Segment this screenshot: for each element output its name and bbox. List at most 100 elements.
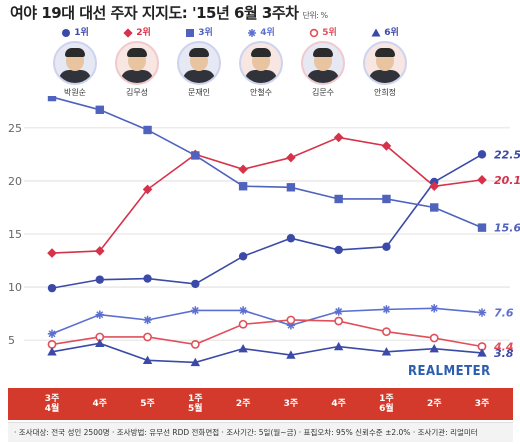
data-point [47, 329, 57, 338]
end-value-label: 4.4 [493, 341, 514, 354]
data-point [95, 105, 104, 114]
marker-asterisk [47, 329, 57, 338]
legend-rank: 6위 [354, 25, 416, 38]
legend-rank-text: 4위 [260, 28, 275, 38]
marker-asterisk [95, 310, 104, 319]
data-point [286, 234, 296, 243]
chart-header: 여야 19대 대선 주자 지지도: '15년 6월 3주차 단위: % 1위 박원순… [0, 0, 520, 97]
y-tick-label: 15 [8, 228, 22, 241]
x-tick-label: 4주 [92, 399, 108, 409]
data-point [477, 175, 487, 185]
data-point [143, 332, 152, 342]
legend-item: 6위 안희정 [354, 25, 416, 98]
marker-square [143, 125, 152, 135]
candidate-portrait [115, 41, 159, 85]
marker-square [382, 194, 391, 204]
x-axis-band [8, 388, 513, 420]
data-point [47, 96, 57, 102]
data-point [477, 150, 487, 159]
marker-triangle [47, 347, 57, 356]
marker-square [430, 203, 439, 212]
chart-title-text: 여야 19대 대선 주자 지지도: '15년 6월 3주차 [10, 4, 299, 22]
marker-triangle [286, 350, 296, 359]
marker-square [186, 28, 195, 37]
marker-triangle [142, 355, 153, 365]
marker-circle [191, 279, 200, 289]
legend-name: 안철수 [249, 88, 273, 97]
data-point [238, 164, 248, 175]
end-value-label: 20.1 [494, 174, 520, 187]
data-point [238, 306, 248, 315]
data-point [143, 274, 152, 283]
data-point [191, 279, 200, 289]
marker-circle [143, 274, 152, 283]
marker-square [477, 223, 487, 232]
marker-diamond [381, 141, 392, 151]
marker-diamond [238, 164, 248, 175]
marker-stroke [96, 311, 104, 319]
data-point [381, 141, 392, 151]
legend-item: 1위 박원순 [44, 25, 106, 98]
marker-asterisk [430, 304, 439, 313]
marker-diamond [142, 184, 153, 195]
series-line [51, 307, 483, 335]
data-point [47, 248, 57, 258]
data-point [95, 275, 104, 284]
marker-diamond [429, 181, 440, 192]
triangle-icon [371, 28, 381, 36]
data-point [429, 343, 439, 353]
series-line [51, 319, 483, 348]
data-point [191, 151, 200, 160]
data-point [47, 339, 57, 349]
legend-name: 문재인 [187, 88, 211, 97]
data-point [143, 125, 152, 135]
data-point [95, 338, 105, 348]
marker-square [334, 194, 343, 204]
marker-stroke [382, 305, 390, 313]
marker-open-circle [190, 339, 200, 349]
y-tick-label: 25 [8, 122, 22, 135]
series-line [51, 136, 483, 254]
data-point [238, 343, 248, 353]
marker-circle [286, 234, 296, 243]
x-tick-label: 5주 [140, 399, 155, 409]
x-tick-label: 1주 5월 [188, 394, 203, 414]
data-point [381, 347, 392, 356]
legend-item: 3위 문재인 [168, 25, 230, 98]
series-line [51, 96, 483, 229]
marker-open-circle [310, 28, 319, 37]
series-lines [51, 96, 483, 364]
candidate-portrait [239, 41, 283, 85]
marker-circle [477, 150, 487, 159]
end-labels: 22.5 20.1 15.6 7.6 4.43.8 [493, 148, 520, 360]
legend-name: 김문수 [311, 88, 335, 97]
marker-diamond [123, 27, 133, 38]
legend: 1위 박원순 2위 김무성 3위 문재인 4위 안철수 5위 김문수 6위 안희정 [44, 25, 520, 97]
data-point [191, 306, 200, 315]
marker-diamond [333, 132, 344, 143]
data-point [286, 350, 296, 359]
data-point [47, 283, 57, 293]
survey-note: · 조사대상: 전국 성인 2500명 · 조사방법: 유무선 RDD 전화면접… [8, 422, 513, 442]
data-point [382, 305, 391, 314]
marker-open-circle [47, 339, 57, 349]
data-point [430, 203, 439, 212]
marker-asterisk [238, 306, 248, 315]
data-point [190, 357, 201, 367]
data-point [334, 316, 344, 326]
marker-stroke [430, 304, 438, 312]
marker-diamond [286, 152, 296, 163]
diamond-icon [123, 27, 133, 38]
marker-circle [238, 252, 248, 261]
line-chart: 5 10 15 20 25 22.5 20.1 15.6 7.6 4.43.8 [8, 96, 520, 367]
legend-item: 2위 김무성 [106, 25, 168, 98]
x-tick-label: 4주 [331, 399, 346, 409]
data-point [477, 348, 487, 357]
data-point [382, 242, 391, 251]
data-point [143, 315, 152, 325]
marker-diamond [47, 248, 57, 258]
marker-circle [62, 28, 71, 37]
marker-triangle [371, 28, 381, 36]
legend-rank: 5위 [292, 25, 354, 38]
